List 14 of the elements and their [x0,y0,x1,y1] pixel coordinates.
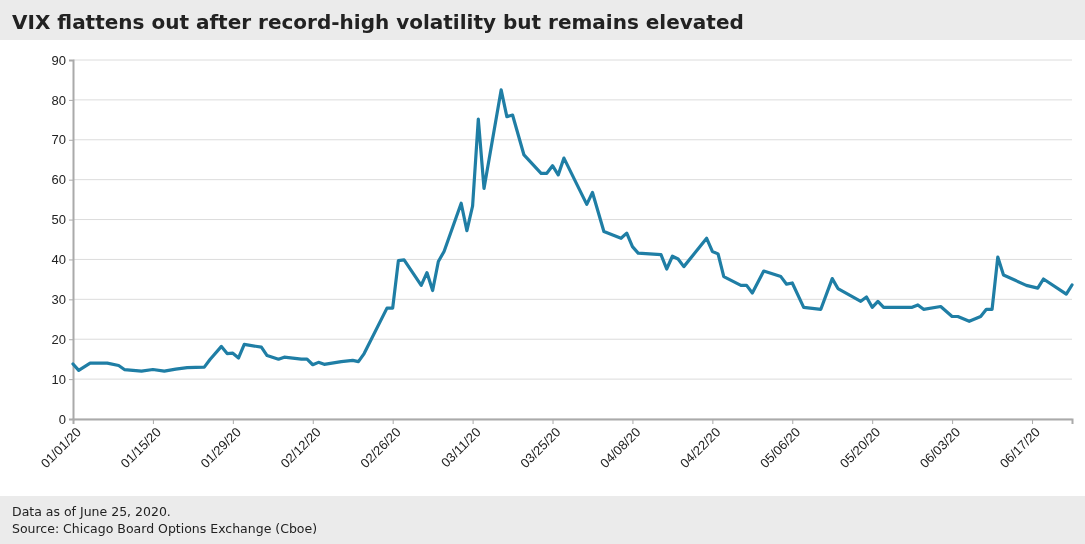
y-tick-label: 80 [51,92,66,108]
y-tick-label: 30 [51,291,66,307]
source-note: Source: Chicago Board Options Exchange (Cboe) [12,521,318,536]
y-tick-label: 60 [51,172,66,188]
y-tick-label: 40 [51,252,66,268]
y-tick-label: 70 [51,132,66,148]
chart-title: VIX flattens out after record-high volatility but remains elevated [12,10,744,34]
y-tick-label: 90 [51,52,66,68]
y-tick-label: 10 [51,371,66,387]
text: Data as of June 25, 2020. [12,504,171,519]
y-tick-label: 50 [51,212,66,228]
y-tick-label: 0 [58,411,66,427]
y-tick-label: 20 [51,331,66,347]
line-series [71,88,1074,373]
